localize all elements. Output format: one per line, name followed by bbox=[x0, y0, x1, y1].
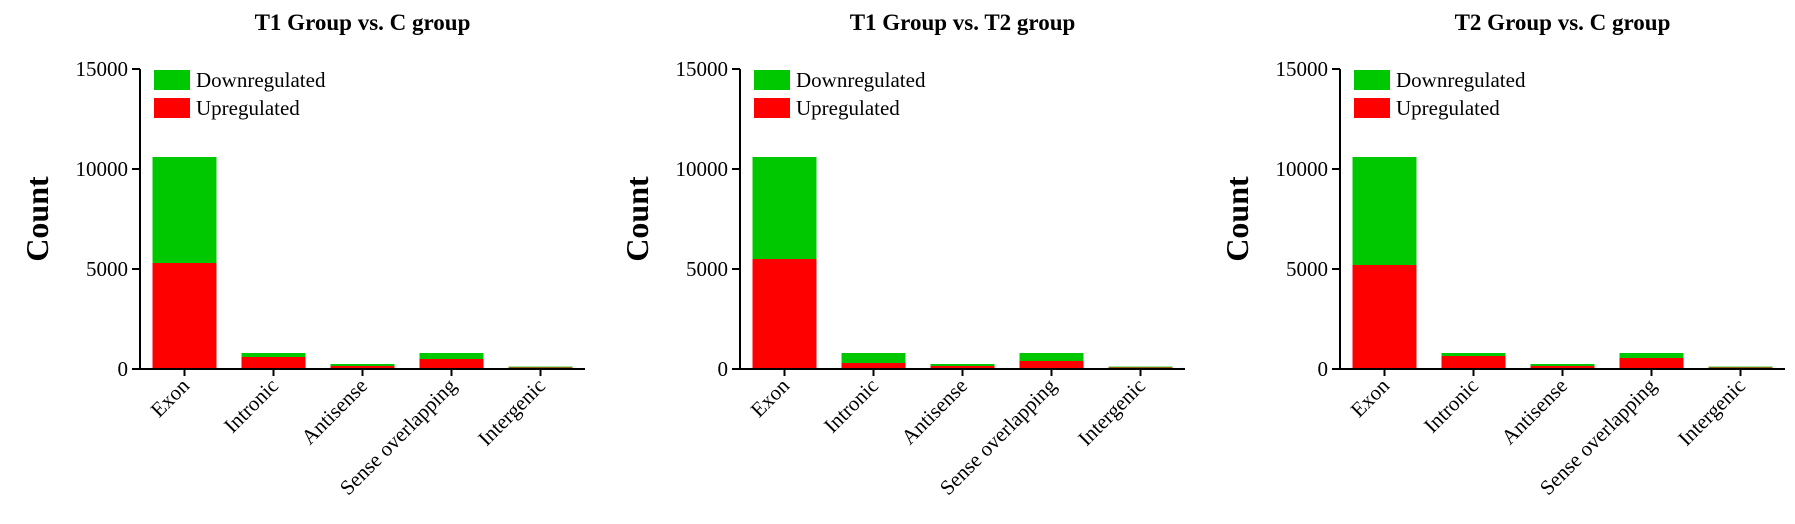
x-tick-label: Intronic bbox=[819, 374, 883, 438]
chart-title: T2 Group vs. C group bbox=[1455, 10, 1671, 35]
y-axis-label: Count bbox=[1219, 176, 1255, 262]
bar-segment bbox=[1352, 157, 1417, 265]
legend-swatch bbox=[754, 70, 790, 90]
legend-label: Upregulated bbox=[1396, 96, 1500, 120]
bar-segment bbox=[152, 263, 217, 369]
legend-swatch bbox=[754, 98, 790, 118]
x-tick-label: Intronic bbox=[219, 374, 283, 438]
bar-segment bbox=[1352, 265, 1417, 369]
legend-label: Downregulated bbox=[1396, 68, 1526, 92]
x-tick-label: Exon bbox=[1346, 373, 1395, 422]
bar-segment bbox=[152, 157, 217, 263]
y-axis-label: Count bbox=[619, 176, 655, 262]
x-tick-label: Exon bbox=[746, 373, 795, 422]
y-tick-label: 0 bbox=[1318, 357, 1329, 381]
bar-segment bbox=[419, 359, 484, 369]
bar-segment bbox=[1441, 353, 1506, 356]
y-tick-label: 0 bbox=[118, 357, 129, 381]
y-tick-label: 5000 bbox=[1286, 257, 1328, 281]
bar-segment bbox=[1019, 353, 1084, 361]
bar-segment bbox=[930, 364, 995, 366]
legend-swatch bbox=[1354, 70, 1390, 90]
bar-segment bbox=[508, 366, 573, 368]
chart-panel: T1 Group vs. T2 group Count 0 5000 10000 1500… bbox=[619, 10, 1185, 500]
y-tick-label: 15000 bbox=[1276, 57, 1329, 81]
x-tick-label: Antisense bbox=[296, 374, 372, 450]
x-tick-label: Exon bbox=[146, 373, 195, 422]
bar-segment bbox=[1619, 353, 1684, 358]
chart-title: T1 Group vs. C group bbox=[255, 10, 471, 35]
y-tick-label: 10000 bbox=[1276, 157, 1329, 181]
x-tick-label: Intronic bbox=[1419, 374, 1483, 438]
y-tick-label: 0 bbox=[718, 357, 729, 381]
y-tick-label: 10000 bbox=[676, 157, 729, 181]
legend-swatch bbox=[154, 98, 190, 118]
bar-segment bbox=[752, 157, 817, 259]
bar-segment bbox=[1108, 366, 1173, 368]
bar-segment bbox=[330, 366, 395, 369]
legend-label: Downregulated bbox=[796, 68, 926, 92]
legend-label: Downregulated bbox=[196, 68, 326, 92]
bar-segment bbox=[330, 364, 395, 366]
bar-segment bbox=[841, 363, 906, 369]
bar-segment bbox=[1019, 361, 1084, 369]
y-tick-label: 15000 bbox=[676, 57, 729, 81]
y-tick-label: 5000 bbox=[86, 257, 128, 281]
x-tick-label: Intergenic bbox=[473, 374, 550, 451]
bar-segment bbox=[1619, 358, 1684, 369]
bar-segment bbox=[1708, 366, 1773, 368]
bar-segment bbox=[841, 353, 906, 363]
chart-panel: T2 Group vs. C group Count 0 5000 10000 15000… bbox=[1219, 10, 1785, 500]
x-tick-label: Intergenic bbox=[1073, 374, 1150, 451]
x-tick-label: Antisense bbox=[1496, 374, 1572, 450]
bar-segment bbox=[930, 366, 995, 369]
y-axis-label: Count bbox=[19, 176, 55, 262]
x-tick-label: Intergenic bbox=[1673, 374, 1750, 451]
legend-label: Upregulated bbox=[796, 96, 900, 120]
chart-title: T1 Group vs. T2 group bbox=[850, 10, 1076, 35]
y-tick-label: 15000 bbox=[76, 57, 129, 81]
legend-swatch bbox=[154, 70, 190, 90]
y-tick-label: 5000 bbox=[686, 257, 728, 281]
legend-swatch bbox=[1354, 98, 1390, 118]
y-tick-label: 10000 bbox=[76, 157, 129, 181]
bar-segment bbox=[241, 357, 306, 369]
bar-segment bbox=[241, 353, 306, 357]
bar-segment bbox=[1530, 364, 1595, 366]
bar-segment bbox=[1530, 366, 1595, 369]
bar-segment bbox=[752, 259, 817, 369]
bar-segment bbox=[419, 353, 484, 359]
chart-panel: T1 Group vs. C group Count 0 5000 10000 15000… bbox=[19, 10, 585, 500]
x-tick-label: Antisense bbox=[896, 374, 972, 450]
legend-label: Upregulated bbox=[196, 96, 300, 120]
bar-segment bbox=[1441, 356, 1506, 369]
